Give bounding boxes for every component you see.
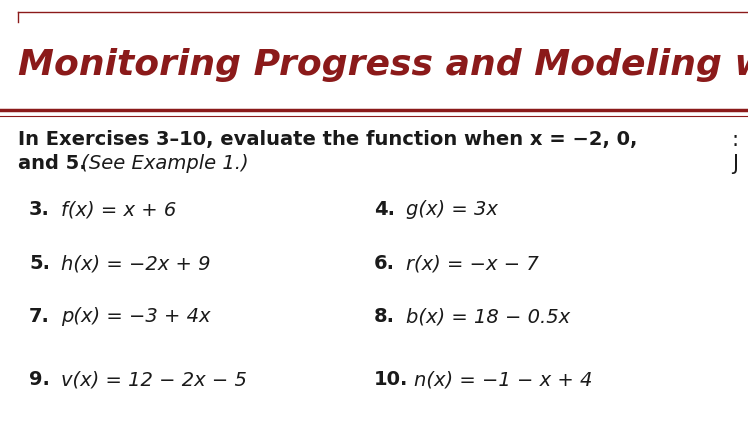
Text: (See Example 1.): (See Example 1.) — [75, 154, 248, 173]
Text: b(x) = 18 − 0.5x: b(x) = 18 − 0.5x — [406, 307, 570, 326]
Text: 3.: 3. — [29, 200, 50, 219]
Text: 4.: 4. — [374, 200, 395, 219]
Text: In Exercises 3–10, evaluate the function when x = −2, 0,: In Exercises 3–10, evaluate the function… — [18, 130, 637, 149]
Text: 5.: 5. — [29, 254, 50, 273]
Text: g(x) = 3x: g(x) = 3x — [406, 200, 498, 219]
Text: p(x) = −3 + 4x: p(x) = −3 + 4x — [61, 307, 210, 326]
Text: v(x) = 12 − 2x − 5: v(x) = 12 − 2x − 5 — [61, 370, 247, 389]
Text: f(x) = x + 6: f(x) = x + 6 — [61, 200, 177, 219]
Text: 9.: 9. — [29, 370, 50, 389]
Text: n(x) = −1 − x + 4: n(x) = −1 − x + 4 — [414, 370, 592, 389]
Text: h(x) = −2x + 9: h(x) = −2x + 9 — [61, 254, 210, 273]
Text: 6.: 6. — [374, 254, 395, 273]
Text: 7.: 7. — [29, 307, 50, 326]
Text: :: : — [732, 130, 739, 150]
Text: 8.: 8. — [374, 307, 395, 326]
Text: 10.: 10. — [374, 370, 408, 389]
Text: J: J — [732, 154, 738, 174]
Text: and 5.: and 5. — [18, 154, 87, 173]
Text: r(x) = −x − 7: r(x) = −x − 7 — [406, 254, 539, 273]
Text: Monitoring Progress and Modeling with I: Monitoring Progress and Modeling with I — [18, 48, 748, 82]
